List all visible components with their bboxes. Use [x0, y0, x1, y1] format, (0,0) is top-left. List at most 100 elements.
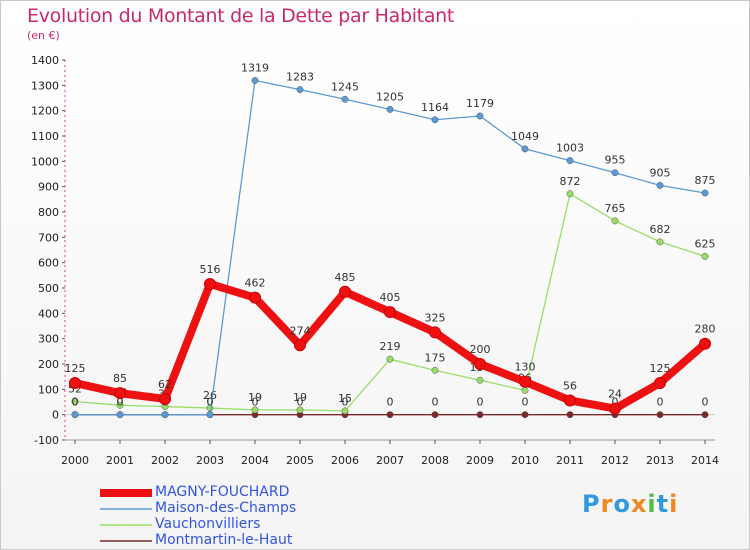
data-label-vauchonvilliers: 15: [338, 392, 352, 405]
legend-label-maison-des-champs: Maison-des-Champs: [155, 500, 297, 516]
point-vauchonvilliers: [611, 217, 619, 225]
point-vauchonvilliers: [296, 406, 304, 414]
y-tick-label: 600: [38, 257, 59, 270]
point-magny-fouchard: [114, 387, 126, 400]
y-tick-label: 1100: [31, 130, 59, 143]
point-vauchonvilliers: [71, 398, 79, 405]
point-magny-fouchard: [654, 377, 666, 389]
y-tick-label: 0: [52, 409, 59, 422]
data-label-montmartin-le-haut: 0: [342, 396, 349, 409]
data-label-montmartin-le-haut: 0: [477, 396, 484, 409]
x-tick-label: 2012: [601, 454, 629, 467]
data-label-montmartin-le-haut: 0: [432, 396, 439, 409]
point-vauchonvilliers: [386, 355, 394, 363]
proxiti-logo: Proxiti: [582, 490, 678, 518]
x-tick-label: 2008: [421, 454, 449, 467]
point-magny-fouchard: [429, 326, 441, 339]
y-tick-label: -100: [34, 434, 59, 447]
data-label-magny-fouchard: 325: [425, 311, 446, 324]
data-label-magny-fouchard: 130: [515, 361, 536, 374]
chart-subtitle: (en €): [27, 29, 60, 42]
point-magny-fouchard: [249, 291, 261, 304]
point-vauchonvilliers: [341, 407, 349, 415]
x-tick-label: 2001: [106, 454, 134, 467]
point-magny-fouchard: [204, 277, 216, 290]
x-tick-label: 2002: [151, 454, 179, 467]
data-label-vauchonvilliers: 625: [695, 237, 716, 250]
point-vauchonvilliers: [521, 386, 529, 394]
chart-title: Evolution du Montant de la Dette par Hab…: [27, 5, 455, 27]
data-label-vauchonvilliers: 682: [650, 223, 671, 236]
point-vauchonvilliers: [701, 252, 709, 260]
x-tick-label: 2010: [511, 454, 539, 467]
legend-label-vauchonvilliers: Vauchonvilliers: [155, 516, 261, 532]
point-montmartin-le-haut: [386, 411, 394, 419]
point-maison-des-champs: [701, 189, 709, 197]
logo-letter: i: [647, 490, 657, 518]
data-label-vauchonvilliers: 19: [248, 391, 262, 404]
data-label-montmartin-le-haut: 0: [612, 396, 619, 409]
data-label-magny-fouchard: 405: [380, 291, 401, 304]
x-tick-label: 2005: [286, 454, 314, 467]
point-maison-des-champs: [431, 116, 439, 124]
point-magny-fouchard: [159, 392, 171, 405]
point-maison-des-champs: [116, 411, 124, 419]
point-maison-des-champs: [386, 105, 394, 113]
point-maison-des-champs: [251, 77, 259, 84]
point-maison-des-champs: [71, 411, 79, 419]
y-tick-label: 1400: [31, 54, 59, 67]
data-label-vauchonvilliers: 765: [605, 202, 626, 215]
data-label-montmartin-le-haut: 0: [657, 396, 664, 409]
point-magny-fouchard: [564, 394, 576, 407]
point-magny-fouchard: [384, 306, 396, 319]
data-label-magny-fouchard: 485: [335, 271, 356, 284]
logo-letter: r: [600, 490, 614, 518]
point-montmartin-le-haut: [521, 411, 529, 419]
y-tick-label: 200: [38, 358, 59, 371]
point-maison-des-champs: [206, 411, 214, 419]
logo-letter: t: [656, 490, 670, 518]
point-vauchonvilliers: [431, 366, 439, 374]
legend-label-magny-fouchard: MAGNY-FOUCHARD: [155, 484, 290, 500]
data-label-maison-des-champs: 1003: [556, 142, 584, 155]
data-label-maison-des-champs: 0: [117, 396, 124, 409]
data-label-maison-des-champs: 1205: [376, 90, 404, 103]
y-tick-label: 800: [38, 206, 59, 219]
point-montmartin-le-haut: [701, 411, 709, 419]
data-label-montmartin-le-haut: 0: [297, 396, 304, 409]
data-label-maison-des-champs: 905: [650, 166, 671, 179]
data-label-vauchonvilliers: 219: [380, 340, 401, 353]
y-tick-label: 900: [38, 181, 59, 194]
data-label-maison-des-champs: 1164: [421, 101, 449, 114]
data-label-montmartin-le-haut: 0: [702, 396, 709, 409]
x-tick-label: 2004: [241, 454, 269, 467]
data-label-maison-des-champs: 1179: [466, 97, 494, 110]
data-label-maison-des-champs: 955: [605, 154, 626, 167]
data-label-magny-fouchard: 24: [608, 388, 622, 401]
point-magny-fouchard: [699, 337, 711, 350]
y-tick-label: 100: [38, 383, 59, 396]
data-label-magny-fouchard: 125: [65, 362, 86, 375]
point-montmartin-le-haut: [431, 411, 439, 419]
point-maison-des-champs: [656, 181, 664, 189]
data-label-magny-fouchard: 56: [563, 379, 577, 392]
x-tick-label: 2011: [556, 454, 584, 467]
point-maison-des-champs: [566, 157, 574, 165]
data-label-maison-des-champs: 1245: [331, 80, 359, 93]
y-tick-label: 1300: [31, 79, 59, 92]
point-maison-des-champs: [296, 86, 304, 94]
point-vauchonvilliers: [656, 238, 664, 246]
x-tick-label: 2007: [376, 454, 404, 467]
data-label-magny-fouchard: 125: [650, 362, 671, 375]
data-label-magny-fouchard: 516: [200, 263, 221, 276]
point-maison-des-champs: [611, 169, 619, 177]
x-tick-label: 2009: [466, 454, 494, 467]
point-magny-fouchard: [69, 377, 81, 389]
x-tick-label: 2003: [196, 454, 224, 467]
point-magny-fouchard: [294, 339, 306, 352]
point-vauchonvilliers: [476, 376, 484, 384]
point-vauchonvilliers: [116, 401, 124, 409]
data-label-magny-fouchard: 85: [113, 372, 127, 385]
